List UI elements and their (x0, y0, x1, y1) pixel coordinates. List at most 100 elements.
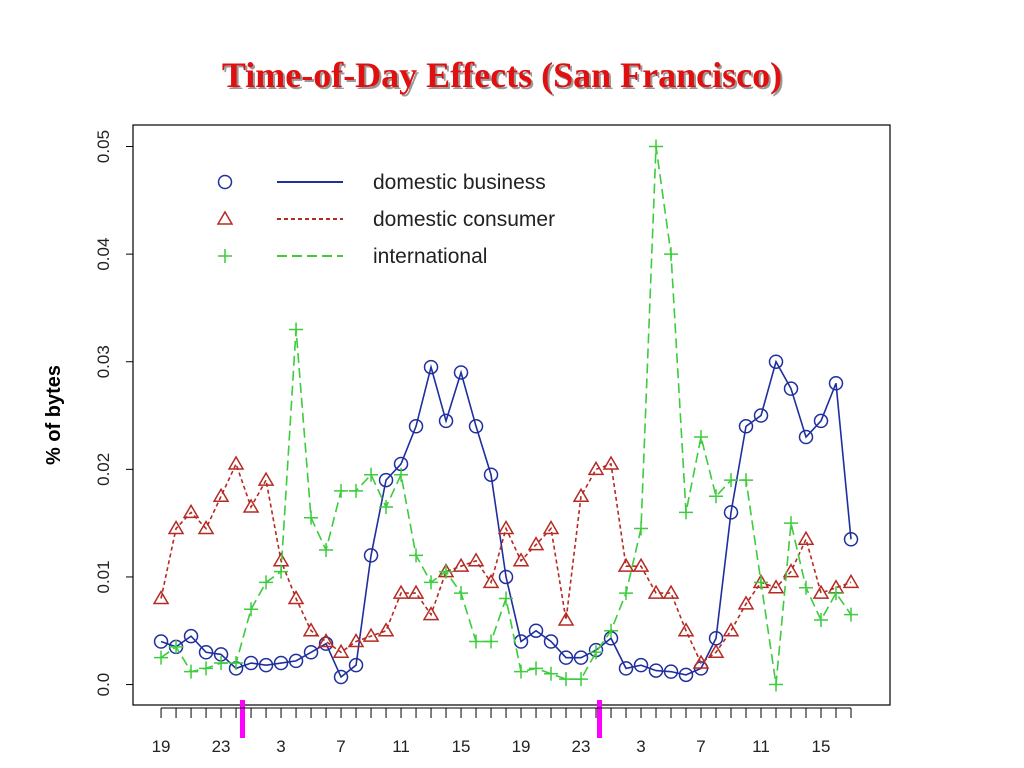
marker (498, 569, 514, 585)
marker (754, 575, 769, 590)
marker (843, 532, 859, 547)
marker (723, 505, 739, 520)
x-tick-label: 3 (276, 737, 285, 756)
marker (289, 322, 304, 337)
y-tick-label: 0.01 (94, 560, 113, 593)
x-tick-label: 7 (336, 737, 345, 756)
title-shadow: Time-of-Day Effects (San Francisco) (224, 57, 784, 97)
series-line (160, 359, 852, 679)
marker (707, 643, 725, 659)
marker (302, 622, 320, 637)
marker (468, 419, 484, 434)
marker (799, 580, 814, 595)
marker (497, 520, 515, 535)
marker (184, 664, 199, 679)
marker (709, 489, 724, 504)
marker (216, 210, 234, 225)
marker (738, 419, 754, 434)
marker (199, 661, 214, 676)
marker (242, 498, 260, 513)
marker (559, 672, 574, 687)
marker (392, 584, 410, 599)
marker (797, 530, 815, 546)
marker (212, 487, 230, 502)
marker (692, 654, 710, 669)
marker (377, 622, 395, 637)
marker (334, 483, 349, 498)
marker (362, 627, 380, 642)
marker (197, 520, 215, 535)
marker (288, 653, 304, 669)
marker (409, 548, 424, 563)
marker (407, 584, 425, 599)
marker (633, 657, 649, 673)
x-tick-label: 11 (392, 737, 410, 756)
marker (229, 656, 244, 671)
marker (694, 430, 709, 445)
marker (544, 666, 559, 681)
marker (319, 543, 334, 558)
marker (217, 174, 233, 190)
marker (542, 520, 560, 535)
marker (572, 487, 590, 502)
marker (512, 552, 530, 567)
x-tick-label: 15 (452, 737, 471, 756)
marker (753, 408, 769, 423)
marker (348, 657, 364, 673)
chart-title: Time-of-Day Effects (San Francisco) (222, 55, 782, 95)
marker (152, 589, 170, 605)
marker (618, 661, 634, 676)
marker (317, 633, 335, 648)
marker (679, 505, 694, 520)
marker (722, 622, 740, 637)
marker (424, 575, 439, 590)
marker (243, 655, 259, 671)
marker (452, 557, 470, 572)
marker (257, 471, 275, 486)
marker (589, 645, 604, 660)
x-tick-label: 7 (696, 737, 705, 756)
marker (198, 645, 214, 660)
marker (543, 634, 559, 649)
marker (814, 612, 829, 627)
marker (332, 643, 350, 659)
marker (484, 634, 499, 649)
marker (602, 455, 620, 470)
marker (169, 639, 184, 654)
marker (557, 611, 575, 626)
marker (782, 563, 800, 578)
marker (379, 500, 394, 515)
x-tick-label: 19 (152, 737, 171, 756)
marker (828, 376, 844, 391)
marker (287, 589, 305, 605)
legend-label: domestic consumer (373, 208, 555, 231)
marker (483, 467, 499, 482)
marker (439, 564, 454, 579)
series-line (160, 461, 852, 665)
marker (422, 606, 440, 621)
marker (183, 628, 199, 644)
marker (423, 359, 439, 375)
marker (573, 650, 589, 665)
marker (677, 622, 695, 637)
legend-label: international (373, 245, 487, 268)
y-axis-label: % of bytes (43, 365, 65, 465)
marker (634, 521, 649, 536)
marker (304, 510, 319, 525)
marker (218, 249, 232, 263)
marker (514, 664, 529, 679)
marker (454, 586, 469, 601)
marker (724, 473, 739, 488)
x-tick-label: 11 (752, 737, 770, 756)
marker (482, 573, 500, 589)
marker (813, 413, 829, 429)
marker (574, 672, 589, 687)
marker (604, 623, 619, 638)
y-tick-label: 0.02 (94, 453, 113, 486)
marker (259, 575, 274, 590)
x-tick-label: 3 (636, 737, 645, 756)
marker (632, 557, 650, 572)
marker (784, 516, 799, 531)
marker (258, 657, 274, 673)
marker (333, 669, 349, 685)
